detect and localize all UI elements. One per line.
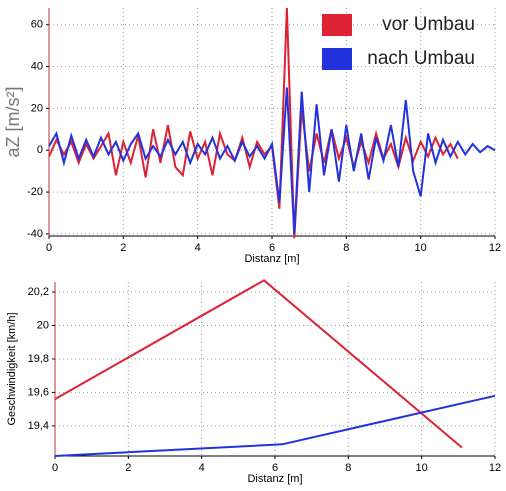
x-tick-label: 2 <box>125 462 131 474</box>
x-tick-label: 8 <box>345 462 351 474</box>
x-tick-label: 4 <box>199 462 205 474</box>
x-tick-label: 2 <box>120 242 126 254</box>
y-tick-label: 40 <box>31 60 43 72</box>
x-tick-label: 6 <box>272 462 278 474</box>
x-axis-label: Distanz [m] <box>244 253 299 265</box>
data-line <box>54 279 463 449</box>
x-axis-label: Distanz [m] <box>247 473 302 485</box>
x-tick-label: 8 <box>343 242 349 254</box>
legend-swatch <box>322 48 352 70</box>
x-tick-label: 0 <box>46 242 52 254</box>
data-line <box>48 7 459 239</box>
y-axis-label: aZ [m/s²] <box>3 87 23 158</box>
x-tick-label: 4 <box>195 242 201 254</box>
x-tick-label: 0 <box>52 462 58 474</box>
data-line <box>54 394 496 457</box>
y-tick-label: 19,8 <box>28 353 49 365</box>
y-tick-label: -40 <box>27 228 43 240</box>
y-tick-label: 60 <box>31 19 43 31</box>
x-tick-label: 10 <box>415 242 427 254</box>
y-tick-label: 0 <box>37 144 43 156</box>
y-tick-label: 20 <box>37 319 49 331</box>
y-tick-label: -20 <box>27 186 43 198</box>
y-tick-label: 20 <box>31 102 43 114</box>
x-tick-label: 12 <box>489 242 501 254</box>
y-tick-label: 20,2 <box>28 286 49 298</box>
legend-label: nach Umbau <box>367 48 475 69</box>
legend-label: vor Umbau <box>382 14 475 35</box>
y-tick-label: 19,4 <box>28 420 49 432</box>
data-line <box>48 87 496 234</box>
legend-swatch <box>322 14 352 36</box>
y-tick-label: 19,6 <box>28 386 49 398</box>
x-tick-label: 6 <box>269 242 275 254</box>
x-tick-label: 12 <box>489 462 501 474</box>
x-tick-label: 10 <box>416 462 428 474</box>
y-axis-label: Geschwindigkeit [km/h] <box>6 312 18 425</box>
